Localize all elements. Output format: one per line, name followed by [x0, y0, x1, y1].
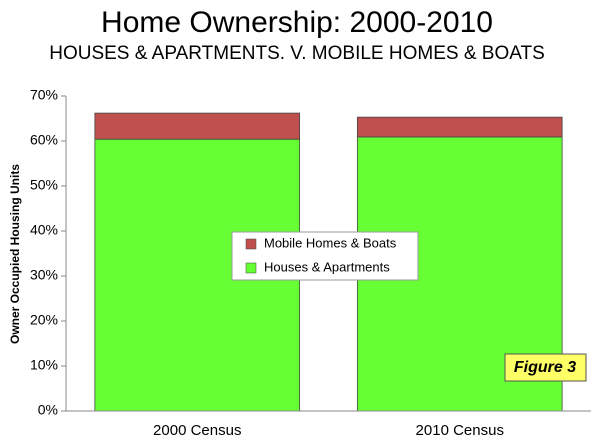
y-tick-label: 0%: [38, 402, 58, 418]
y-tick-label: 40%: [30, 222, 58, 238]
legend-box: [231, 231, 419, 281]
legend-label: Houses & Apartments: [264, 259, 390, 274]
chart-subtitle: HOUSES & APARTMENTS. V. MOBILE HOMES & B…: [49, 43, 545, 64]
annotation-box: [504, 353, 587, 382]
x-tick-label: 2010 Census: [416, 422, 504, 439]
legend-swatch: [245, 262, 257, 274]
y-tick-label: 30%: [30, 267, 58, 283]
bar-segment: [356, 116, 563, 138]
y-tick-label: 50%: [30, 177, 58, 193]
legend-swatch: [245, 238, 257, 250]
legend-label: Mobile Homes & Boats: [264, 235, 397, 250]
chart-title: Home Ownership: 2000-2010: [101, 6, 493, 39]
y-tick-label: 60%: [30, 132, 58, 148]
y-tick-label: 70%: [30, 87, 58, 103]
bar-segment: [94, 112, 301, 140]
y-axis-label: Owner Occupied Housing Units: [8, 164, 22, 344]
annotation: Figure 3: [514, 359, 576, 376]
y-tick-label: 20%: [30, 312, 58, 328]
x-tick-label: 2000 Census: [153, 422, 241, 439]
y-tick-label: 10%: [30, 357, 58, 373]
